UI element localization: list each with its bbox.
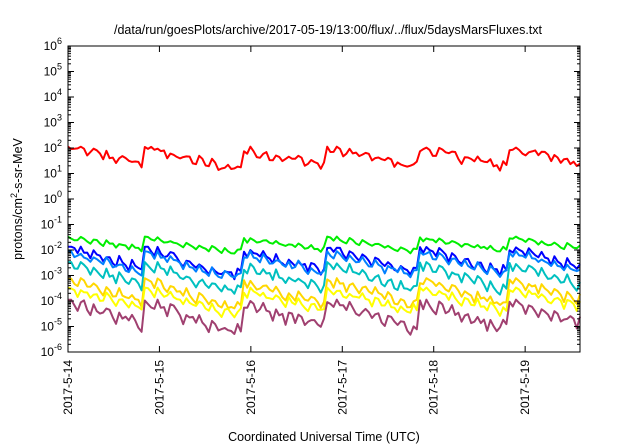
y-axis-label-sup: 2 bbox=[9, 193, 19, 198]
y-tick-label: 105 bbox=[44, 62, 62, 79]
x-axis-label: Coordinated Universal Time (UTC) bbox=[228, 430, 420, 444]
y-tick-label: 10-6 bbox=[41, 342, 62, 359]
y-axis: 10-610-510-410-310-210-11001011021031041… bbox=[41, 36, 580, 359]
y-tick-base: 10 bbox=[41, 345, 55, 359]
y-tick-label: 10-3 bbox=[41, 266, 62, 283]
y-tick-label: 10-5 bbox=[41, 317, 62, 334]
y-tick-base: 10 bbox=[44, 90, 58, 104]
y-tick-exponent: 2 bbox=[57, 138, 62, 148]
y-tick-base: 10 bbox=[41, 218, 55, 232]
x-tick-label: 2017-5-18 bbox=[427, 360, 441, 415]
y-tick-label: 104 bbox=[44, 87, 62, 104]
y-tick-exponent: -5 bbox=[54, 317, 62, 327]
flux-series-line bbox=[67, 286, 581, 319]
y-tick-exponent: -1 bbox=[54, 215, 62, 225]
x-tick-label: 2017-5-14 bbox=[61, 360, 75, 415]
x-tick-label: 2017-5-15 bbox=[152, 360, 166, 415]
y-tick-base: 10 bbox=[44, 116, 58, 130]
y-tick-base: 10 bbox=[44, 167, 58, 181]
y-tick-exponent: 1 bbox=[57, 164, 62, 174]
y-tick-exponent: -3 bbox=[54, 266, 62, 276]
y-tick-base: 10 bbox=[44, 192, 58, 206]
y-tick-base: 10 bbox=[41, 269, 55, 283]
x-tick-label: 2017-5-17 bbox=[335, 360, 349, 415]
flux-series-line bbox=[67, 145, 581, 172]
y-tick-label: 10-4 bbox=[41, 291, 62, 308]
y-tick-exponent: -6 bbox=[54, 342, 62, 352]
y-tick-label: 102 bbox=[44, 138, 62, 155]
y-tick-exponent: 5 bbox=[57, 62, 62, 72]
y-tick-exponent: 0 bbox=[57, 189, 62, 199]
y-tick-base: 10 bbox=[41, 294, 55, 308]
y-axis-label-main: protons/cm bbox=[11, 198, 25, 260]
x-tick-label: 2017-5-19 bbox=[518, 360, 532, 415]
y-tick-exponent: -4 bbox=[54, 291, 62, 301]
y-axis-label: protons/cm2-s-sr-MeV bbox=[9, 137, 25, 259]
y-tick-base: 10 bbox=[44, 141, 58, 155]
series-layer bbox=[67, 145, 581, 336]
flux-series-line bbox=[68, 298, 581, 336]
y-tick-label: 106 bbox=[44, 36, 62, 53]
flux-series-line bbox=[68, 261, 581, 296]
x-tick-label: 2017-5-16 bbox=[244, 360, 258, 415]
y-tick-label: 103 bbox=[44, 113, 62, 130]
y-tick-label: 101 bbox=[44, 164, 62, 181]
x-axis: 2017-5-14 2017-5-15 2017-5-16 2017-5-17 2017… bbox=[61, 46, 532, 415]
y-tick-base: 10 bbox=[44, 65, 58, 79]
flux-series-line bbox=[67, 277, 581, 310]
y-tick-base: 10 bbox=[41, 320, 55, 334]
flux-series-line bbox=[67, 250, 581, 279]
y-tick-label: 10-1 bbox=[41, 215, 62, 232]
y-tick-exponent: 4 bbox=[57, 87, 62, 97]
y-tick-label: 100 bbox=[44, 189, 62, 206]
y-tick-exponent: 3 bbox=[57, 113, 62, 123]
y-tick-exponent: -2 bbox=[54, 240, 62, 250]
y-tick-base: 10 bbox=[44, 39, 58, 53]
chart-title: /data/run/goesPlots/archive/2017-05-19/1… bbox=[114, 23, 543, 37]
y-tick-base: 10 bbox=[41, 243, 55, 257]
y-tick-label: 10-2 bbox=[41, 240, 62, 257]
y-tick-exponent: 6 bbox=[57, 36, 62, 46]
flux-series-line bbox=[67, 235, 581, 255]
y-axis-label-rest: -s-sr-MeV bbox=[11, 137, 25, 193]
